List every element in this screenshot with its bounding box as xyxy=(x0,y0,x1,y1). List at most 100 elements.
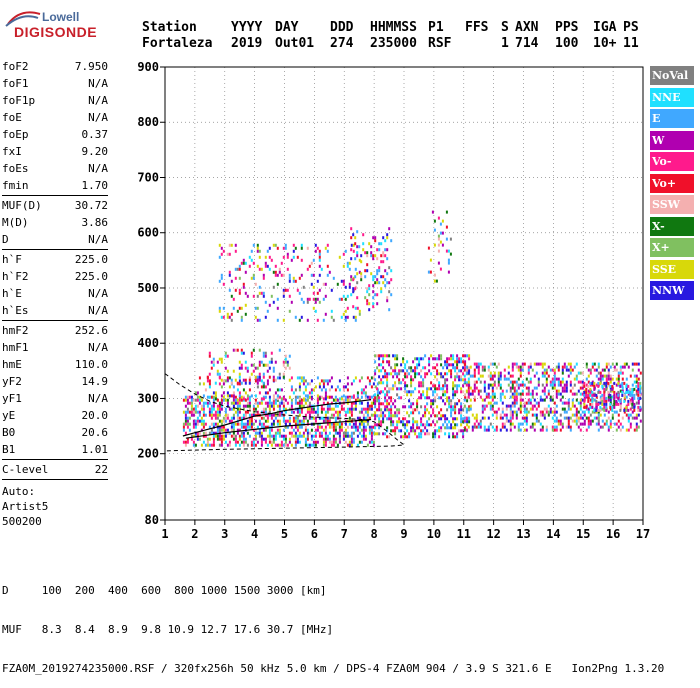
header-value: 11 xyxy=(623,36,639,51)
echo-point xyxy=(378,269,381,273)
echo-point xyxy=(434,396,437,400)
echo-point xyxy=(621,384,624,388)
echo-point xyxy=(192,419,195,423)
echo-point xyxy=(276,388,279,392)
echo-point xyxy=(581,410,584,414)
echo-point xyxy=(232,404,235,408)
echo-point xyxy=(334,422,337,426)
echo-point xyxy=(400,369,403,373)
echo-point xyxy=(617,413,620,417)
echo-point xyxy=(551,383,554,387)
echo-point xyxy=(250,372,253,376)
echo-point xyxy=(318,422,321,426)
echo-point xyxy=(222,416,225,420)
echo-point xyxy=(390,411,393,415)
echo-point xyxy=(376,302,379,306)
echo-point xyxy=(531,425,534,429)
echo-point xyxy=(473,416,476,420)
echo-point xyxy=(503,395,506,399)
echo-point xyxy=(262,385,265,389)
echo-point xyxy=(462,378,465,382)
echo-point xyxy=(639,371,642,375)
echo-point xyxy=(507,365,510,369)
echo-point xyxy=(288,279,291,283)
echo-point xyxy=(565,389,568,393)
echo-point xyxy=(621,371,624,375)
echo-point xyxy=(398,408,401,412)
echo-point xyxy=(394,432,397,436)
echo-point xyxy=(372,296,375,300)
echo-point xyxy=(388,417,391,421)
echo-point xyxy=(416,366,419,370)
echo-point xyxy=(406,435,409,439)
echo-point xyxy=(254,379,257,383)
echo-point xyxy=(609,386,612,390)
echo-point xyxy=(637,408,640,412)
echo-point xyxy=(240,315,243,319)
echo-point xyxy=(639,393,642,397)
echo-point xyxy=(350,410,353,414)
echo-point xyxy=(458,384,461,388)
echo-point xyxy=(440,429,443,433)
echo-point xyxy=(258,249,261,253)
echo-point xyxy=(314,419,317,423)
echo-point xyxy=(184,413,187,417)
echo-point xyxy=(306,410,309,414)
echo-point xyxy=(232,425,235,429)
echo-point xyxy=(513,395,516,399)
echo-point xyxy=(374,423,377,427)
echo-point xyxy=(322,401,325,405)
echo-point xyxy=(216,413,219,417)
echo-point xyxy=(541,371,544,375)
echo-point xyxy=(446,426,449,430)
echo-point xyxy=(406,423,409,427)
echo-point xyxy=(356,272,359,276)
echo-point xyxy=(513,425,516,429)
echo-point xyxy=(352,278,355,282)
echo-point xyxy=(286,288,289,292)
echo-point xyxy=(308,413,311,417)
echo-point xyxy=(366,401,369,405)
echo-point xyxy=(515,380,518,384)
echo-point xyxy=(437,243,440,247)
echo-point xyxy=(422,381,425,385)
echo-point xyxy=(220,440,223,444)
echo-point xyxy=(244,261,247,265)
echo-point xyxy=(326,422,329,426)
echo-point xyxy=(242,258,245,262)
echo-point xyxy=(475,416,478,420)
echo-point xyxy=(230,416,233,420)
echo-point xyxy=(587,384,590,388)
echo-point xyxy=(521,404,524,408)
echo-point xyxy=(366,410,369,414)
echo-point xyxy=(282,360,285,364)
param-value: N/A xyxy=(88,392,108,405)
echo-point xyxy=(228,419,231,423)
echo-point xyxy=(460,417,463,421)
echo-point xyxy=(607,416,610,420)
echo-point xyxy=(601,386,604,390)
echo-point xyxy=(382,390,385,394)
echo-point xyxy=(188,428,191,432)
echo-point xyxy=(392,420,395,424)
echo-point xyxy=(406,393,409,397)
echo-point xyxy=(533,428,536,432)
echo-point xyxy=(551,425,554,429)
echo-point xyxy=(378,426,381,430)
echo-point xyxy=(268,413,271,417)
echo-point xyxy=(218,382,221,386)
echo-point xyxy=(240,419,243,423)
echo-point xyxy=(629,374,632,378)
echo-point xyxy=(390,420,393,424)
echo-point xyxy=(388,266,391,270)
echo-point xyxy=(460,378,463,382)
echo-point xyxy=(477,362,480,366)
echo-point xyxy=(551,410,554,414)
echo-point xyxy=(422,378,425,382)
echo-point xyxy=(483,428,486,432)
echo-point xyxy=(208,425,211,429)
echo-point xyxy=(475,386,478,390)
echo-point xyxy=(603,405,606,409)
echo-point xyxy=(414,420,417,424)
param-row: D N/A xyxy=(2,231,108,248)
